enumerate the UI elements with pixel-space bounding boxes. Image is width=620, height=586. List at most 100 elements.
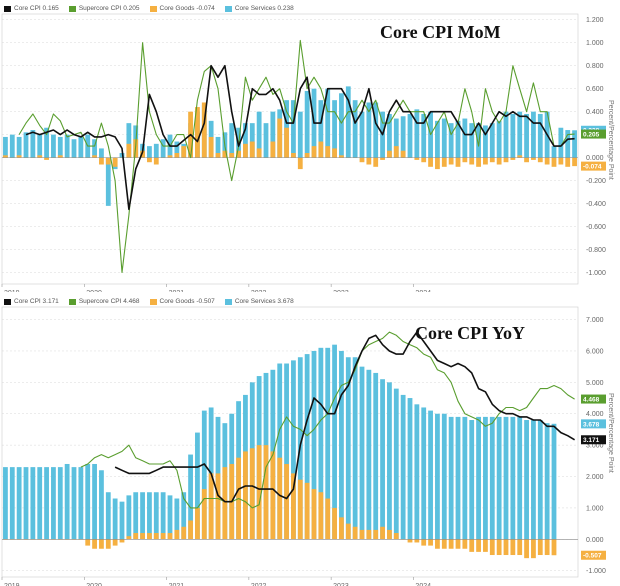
- mom-bar-core-goods: [215, 153, 221, 158]
- mom-bar-core-goods: [181, 146, 187, 158]
- mom-bar-core-services: [448, 123, 454, 158]
- yoy-bar-core-services: [9, 467, 15, 540]
- mom-bar-core-goods: [455, 157, 461, 167]
- mom-legend-label: Supercore CPI 0.205: [78, 5, 140, 12]
- mom-bar-core-services: [126, 123, 132, 158]
- yoy-bar-core-services: [30, 467, 36, 540]
- yoy-bar-core-services: [174, 498, 180, 540]
- mom-legend: Core CPI 0.165 Supercore CPI 0.205 Core Go…: [4, 3, 294, 14]
- yoy-y-tick-label: 0.000: [586, 537, 604, 544]
- mom-bar-core-services: [510, 113, 516, 158]
- yoy-bar-core-services: [57, 467, 63, 540]
- mom-bar-core-goods: [462, 157, 468, 163]
- yoy-y-tick-label: -1.000: [586, 568, 606, 575]
- mom-legend-label: Core Services 0.238: [234, 5, 294, 12]
- mom-bar-core-services: [469, 123, 475, 158]
- yoy-bar-core-services: [435, 413, 440, 540]
- mom-chart-panel: 1.2001.0000.8000.6000.4000.2000.000-0.20…: [0, 0, 620, 292]
- mom-bar-core-services: [249, 123, 255, 158]
- yoy-value-flag-text: 3.678: [583, 421, 600, 428]
- mom-bar-core-services: [537, 113, 543, 158]
- mom-x-tick-label: 2023: [333, 290, 349, 292]
- yoy-bar-core-services: [44, 467, 49, 540]
- yoy-bar-core-services: [510, 416, 516, 540]
- mom-bar-core-services: [16, 136, 22, 158]
- mom-bar-core-services: [160, 139, 166, 158]
- mom-y-tick-label: 0.000: [586, 155, 604, 162]
- mom-bar-core-services: [99, 148, 104, 158]
- yoy-bar-core-services: [160, 492, 166, 540]
- yoy-bar-core-services: [352, 357, 358, 540]
- yoy-bar-core-goods: [359, 529, 365, 540]
- yoy-bar-core-services: [140, 492, 145, 540]
- yoy-bar-core-goods: [380, 526, 385, 540]
- mom-y-tick-label: -0.200: [586, 178, 606, 185]
- yoy-value-flag-bg: [581, 435, 606, 445]
- mom-bar-core-services: [558, 127, 564, 158]
- mom-bar-core-goods: [558, 157, 564, 165]
- yoy-bar-core-services: [455, 416, 461, 540]
- mom-bar-core-services: [92, 139, 97, 158]
- yoy-bar-core-services: [99, 470, 104, 540]
- mom-x-tick-label: 2022: [251, 290, 267, 292]
- yoy-bar-core-goods: [112, 539, 118, 546]
- yoy-bar-core-goods: [483, 539, 488, 552]
- yoy-bar-core-services: [462, 416, 468, 540]
- mom-bar-core-services: [393, 118, 399, 158]
- yoy-bar-core-goods: [105, 539, 111, 549]
- yoy-bar-core-services: [380, 379, 385, 540]
- yoy-bar-core-services: [551, 423, 557, 540]
- yoy-bar-core-services: [366, 369, 372, 540]
- mom-legend-item: Core Goods -0.074: [149, 3, 215, 14]
- mom-bar-core-goods: [270, 141, 276, 158]
- mom-bar-core-services: [147, 146, 152, 158]
- mom-x-tick-label: 2024: [415, 290, 431, 292]
- mom-bar-core-services: [345, 86, 351, 158]
- mom-y-tick-label: 1.000: [586, 40, 604, 47]
- mom-line-core-cpi: [25, 64, 575, 211]
- yoy-bar-core-goods: [496, 539, 502, 556]
- mom-bar-core-services: [57, 136, 63, 158]
- mom-bar-core-services: [71, 139, 77, 158]
- yoy-bar-core-goods: [304, 482, 310, 540]
- yoy-bar-core-services: [359, 366, 365, 540]
- yoy-legend-item: Core CPI 3.171: [4, 296, 59, 307]
- mom-bar-core-services: [270, 111, 276, 158]
- yoy-bar-core-services: [92, 463, 97, 540]
- mom-bar-core-goods: [140, 150, 145, 158]
- yoy-bar-core-services: [544, 423, 550, 540]
- yoy-bar-core-services: [188, 454, 193, 540]
- yoy-bar-core-goods: [544, 539, 550, 556]
- mom-bar-core-goods: [92, 155, 97, 158]
- mom-bar-core-goods: [387, 150, 392, 158]
- mom-bar-core-services: [44, 127, 49, 158]
- mom-bar-core-services: [297, 111, 303, 158]
- yoy-bar-core-services: [339, 350, 344, 540]
- yoy-bar-core-goods: [160, 533, 166, 540]
- mom-bar-core-goods: [544, 157, 550, 165]
- yoy-value-flag: 3.678: [581, 419, 606, 429]
- mom-bar-core-services: [400, 116, 406, 158]
- yoy-legend: Core CPI 3.171 Supercore CPI 4.468 Core Go…: [4, 296, 294, 307]
- mom-bar-core-goods: [201, 102, 207, 158]
- mom-y-tick-label: 0.800: [586, 63, 604, 70]
- mom-value-flag-bg: [581, 161, 606, 171]
- yoy-legend-label: Core Services 3.678: [234, 298, 294, 305]
- yoy-bar-core-goods: [99, 539, 104, 549]
- mom-legend-swatch: [149, 5, 157, 12]
- mom-bar-core-goods: [414, 157, 420, 160]
- yoy-bar-core-goods: [311, 489, 317, 540]
- yoy-bar-core-goods: [297, 479, 303, 540]
- yoy-bar-core-services: [201, 410, 207, 540]
- yoy-bar-core-goods: [126, 536, 132, 540]
- yoy-value-flag-text: -0.507: [583, 553, 602, 560]
- yoy-bar-core-services: [78, 467, 84, 540]
- yoy-bar-core-services: [71, 467, 77, 540]
- mom-bar-core-goods: [551, 157, 557, 167]
- yoy-bar-core-goods: [421, 539, 427, 546]
- mom-bar-core-goods: [236, 150, 241, 158]
- mom-bar-core-goods: [249, 141, 255, 158]
- mom-bar-core-goods: [510, 157, 516, 160]
- yoy-bar-core-goods: [208, 473, 214, 540]
- yoy-value-flag-bg: [581, 550, 606, 560]
